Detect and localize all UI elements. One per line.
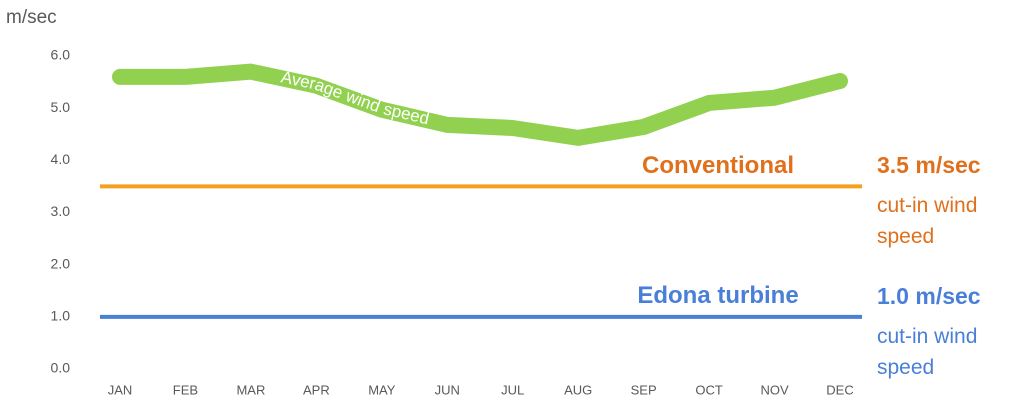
y-tick-label: 2.0 [51,255,71,271]
y-tick-label: 1.0 [51,308,71,324]
reference-line-name: Edona turbine [637,282,798,309]
x-tick-label: MAY [368,382,396,397]
y-axis-title: m/sec [6,7,57,28]
y-tick-label: 4.0 [51,151,71,167]
x-tick-label: SEP [631,382,657,397]
y-tick-label: 5.0 [51,99,71,115]
reference-note: cut-in wind speed [877,194,978,249]
x-tick-label: NOV [760,382,789,397]
y-tick-label: 6.0 [51,47,71,63]
reference-value-label: 1.0 m/sec [877,282,981,309]
x-tick-label: OCT [695,382,723,397]
x-tick-label: APR [303,382,330,397]
x-tick-label: JAN [108,382,133,397]
series-name: Average wind speed [279,68,431,129]
series-label: Average wind speed [279,68,431,129]
x-tick-label: DEC [826,382,853,397]
x-tick-label: MAR [236,382,265,397]
reference-line-name: Conventional [642,152,794,179]
x-tick-label: AUG [564,382,592,397]
x-tick-label: FEB [173,382,198,397]
x-tick-label: JUL [501,382,524,397]
x-tick-label: JUN [435,382,460,397]
reference-note: cut-in wind speed [877,324,978,379]
y-tick-label: 3.0 [51,203,71,219]
y-tick-label: 0.0 [51,360,71,376]
reference-value-label: 3.5 m/sec [877,152,981,179]
series-line [112,63,848,146]
